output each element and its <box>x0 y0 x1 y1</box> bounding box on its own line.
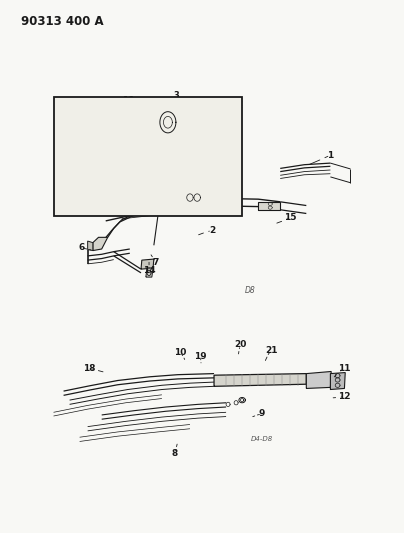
Polygon shape <box>184 193 202 204</box>
Text: 6: 6 <box>61 142 67 151</box>
Polygon shape <box>93 237 108 251</box>
Text: D6: D6 <box>137 203 147 212</box>
Text: 1: 1 <box>193 128 199 137</box>
Text: 8: 8 <box>172 449 178 458</box>
Text: 21: 21 <box>265 346 277 355</box>
Text: 19: 19 <box>194 352 206 361</box>
Text: 2: 2 <box>209 226 215 235</box>
Polygon shape <box>144 128 154 138</box>
Text: 5: 5 <box>98 196 104 205</box>
Text: 22: 22 <box>150 132 162 141</box>
Polygon shape <box>330 373 345 390</box>
Text: 1: 1 <box>327 151 334 160</box>
Text: 15: 15 <box>284 213 297 222</box>
Text: 18: 18 <box>83 364 96 373</box>
Polygon shape <box>306 372 331 389</box>
Text: 90313 400 A: 90313 400 A <box>21 14 104 28</box>
Polygon shape <box>214 374 306 386</box>
Text: D4-D8: D4-D8 <box>251 436 274 442</box>
Polygon shape <box>141 259 154 269</box>
Polygon shape <box>146 268 153 277</box>
Text: 13: 13 <box>183 188 196 197</box>
Text: D8: D8 <box>245 286 255 295</box>
Text: 6: 6 <box>78 244 85 253</box>
Text: 7: 7 <box>153 258 159 266</box>
Polygon shape <box>160 127 168 136</box>
Text: 9: 9 <box>259 409 265 418</box>
Text: 10: 10 <box>174 348 186 357</box>
Text: 16: 16 <box>122 96 134 105</box>
Text: 14: 14 <box>143 266 156 275</box>
Polygon shape <box>258 202 280 210</box>
Text: 12: 12 <box>338 392 351 401</box>
Text: 3: 3 <box>173 91 179 100</box>
Polygon shape <box>184 100 202 110</box>
Text: 17: 17 <box>66 99 78 108</box>
Text: 4: 4 <box>111 123 117 132</box>
Bar <box>54 97 242 216</box>
Text: 11: 11 <box>338 364 351 373</box>
Text: 20: 20 <box>234 341 246 350</box>
Polygon shape <box>88 241 93 251</box>
